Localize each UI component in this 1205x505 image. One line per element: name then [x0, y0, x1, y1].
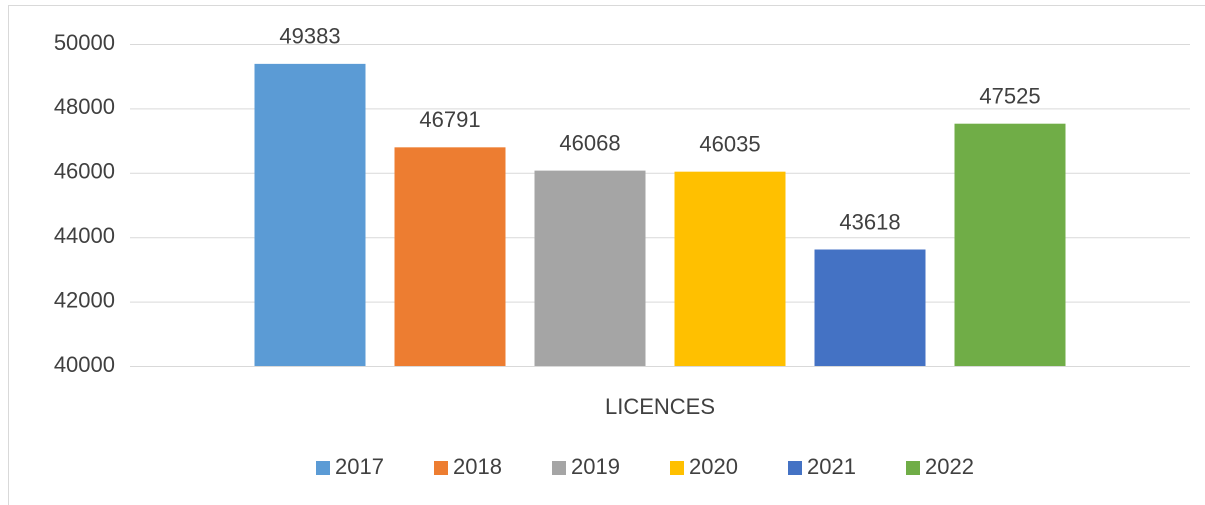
y-tick-label: 48000: [54, 94, 115, 119]
data-label: 46068: [559, 130, 620, 155]
legend-swatch: [670, 461, 684, 475]
bar: [254, 63, 366, 366]
y-tick-label: 42000: [54, 287, 115, 312]
legend-swatch: [434, 461, 448, 475]
legend-swatch: [788, 461, 802, 475]
legend-swatch: [316, 461, 330, 475]
legend-label: 2018: [453, 454, 502, 479]
data-label: 46035: [699, 131, 760, 156]
bar: [674, 171, 786, 366]
y-tick-label: 40000: [54, 352, 115, 377]
data-label: 47525: [979, 84, 1040, 109]
legend-label: 2017: [335, 454, 384, 479]
x-tick-label: LICENCES: [605, 394, 715, 419]
legend-swatch: [552, 461, 566, 475]
legend-label: 2022: [925, 454, 974, 479]
legend-label: 2021: [807, 454, 856, 479]
y-tick-label: 46000: [54, 159, 115, 184]
legend-label: 2019: [571, 454, 620, 479]
data-label: 46791: [419, 107, 480, 132]
bar: [394, 147, 506, 366]
bar: [814, 249, 926, 366]
y-tick-label: 50000: [54, 30, 115, 55]
y-tick-label: 44000: [54, 223, 115, 248]
data-label: 43618: [839, 209, 900, 234]
legend-swatch: [906, 461, 920, 475]
legend-label: 2020: [689, 454, 738, 479]
data-label: 49383: [279, 24, 340, 49]
bar: [954, 123, 1066, 366]
bar: [534, 170, 646, 366]
